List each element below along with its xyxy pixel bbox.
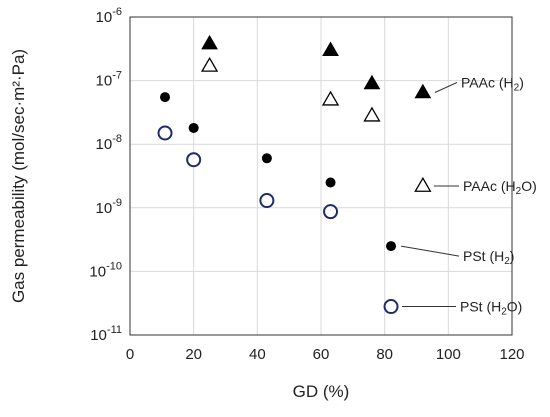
series-annotation-label: PSt (H2) — [463, 248, 514, 267]
data-point-circle-open — [186, 152, 202, 168]
x-tick-label: 60 — [313, 346, 330, 363]
data-point-circle-open — [383, 299, 399, 315]
data-point-circle-open — [157, 125, 173, 141]
y-tick-label: 10-9 — [96, 197, 122, 217]
x-tick-label: 120 — [499, 346, 524, 363]
label-layer: PAAc (H2) PAAc (H2O) PSt (H2) PSt (H2O) — [460, 74, 537, 317]
x-tick-label: 0 — [126, 346, 134, 363]
y-tick-label: 10-11 — [90, 324, 122, 344]
annotation-leader-line — [400, 245, 460, 257]
x-tick-label: 80 — [376, 346, 393, 363]
series-annotation-label: PAAc (H2) — [461, 74, 524, 93]
data-point-circle-filled — [160, 92, 171, 103]
data-point-triangle-filled — [363, 74, 381, 90]
y-tick-label: 10-7 — [96, 70, 122, 90]
data-point-circle-open — [259, 193, 275, 209]
y-tick-label: 10-8 — [96, 133, 122, 153]
y-tick-label: 10-6 — [96, 6, 122, 26]
series-annotation-label: PSt (H2O) — [460, 299, 522, 318]
data-point-triangle-open — [321, 90, 340, 106]
tick-layer: 0 20 40 60 80 100 120 10-11 10-10 10-9 10-8 10-7 10-… — [89, 6, 524, 363]
data-point-triangle-open — [363, 106, 381, 122]
plot-frame — [129, 16, 513, 336]
x-axis-label: GD (%) — [293, 382, 350, 401]
data-point-circle-filled — [188, 122, 199, 133]
grid-layer — [130, 17, 512, 335]
y-tick-label: 10-10 — [89, 260, 122, 280]
x-tick-label: 40 — [249, 346, 266, 363]
marker-layer — [157, 34, 432, 315]
data-point-triangle-open — [414, 176, 432, 192]
data-point-triangle-filled — [201, 34, 218, 50]
series-annotation-label: PAAc (H2O) — [463, 178, 537, 197]
data-point-triangle-filled — [322, 41, 339, 56]
x-tick-label: 20 — [185, 346, 202, 363]
data-point-circle-filled — [386, 241, 397, 252]
leader-layer — [400, 82, 460, 308]
x-tick-label: 100 — [436, 346, 461, 363]
data-point-circle-filled — [261, 153, 272, 164]
data-point-circle-open — [323, 204, 339, 220]
y-axis-label: Gas permeability (mol/sec·m²·Pa) — [9, 49, 28, 303]
annotation-leader-line — [434, 82, 458, 93]
data-point-circle-filled — [325, 177, 336, 188]
data-point-triangle-open — [200, 56, 219, 72]
data-point-triangle-filled — [414, 83, 432, 99]
